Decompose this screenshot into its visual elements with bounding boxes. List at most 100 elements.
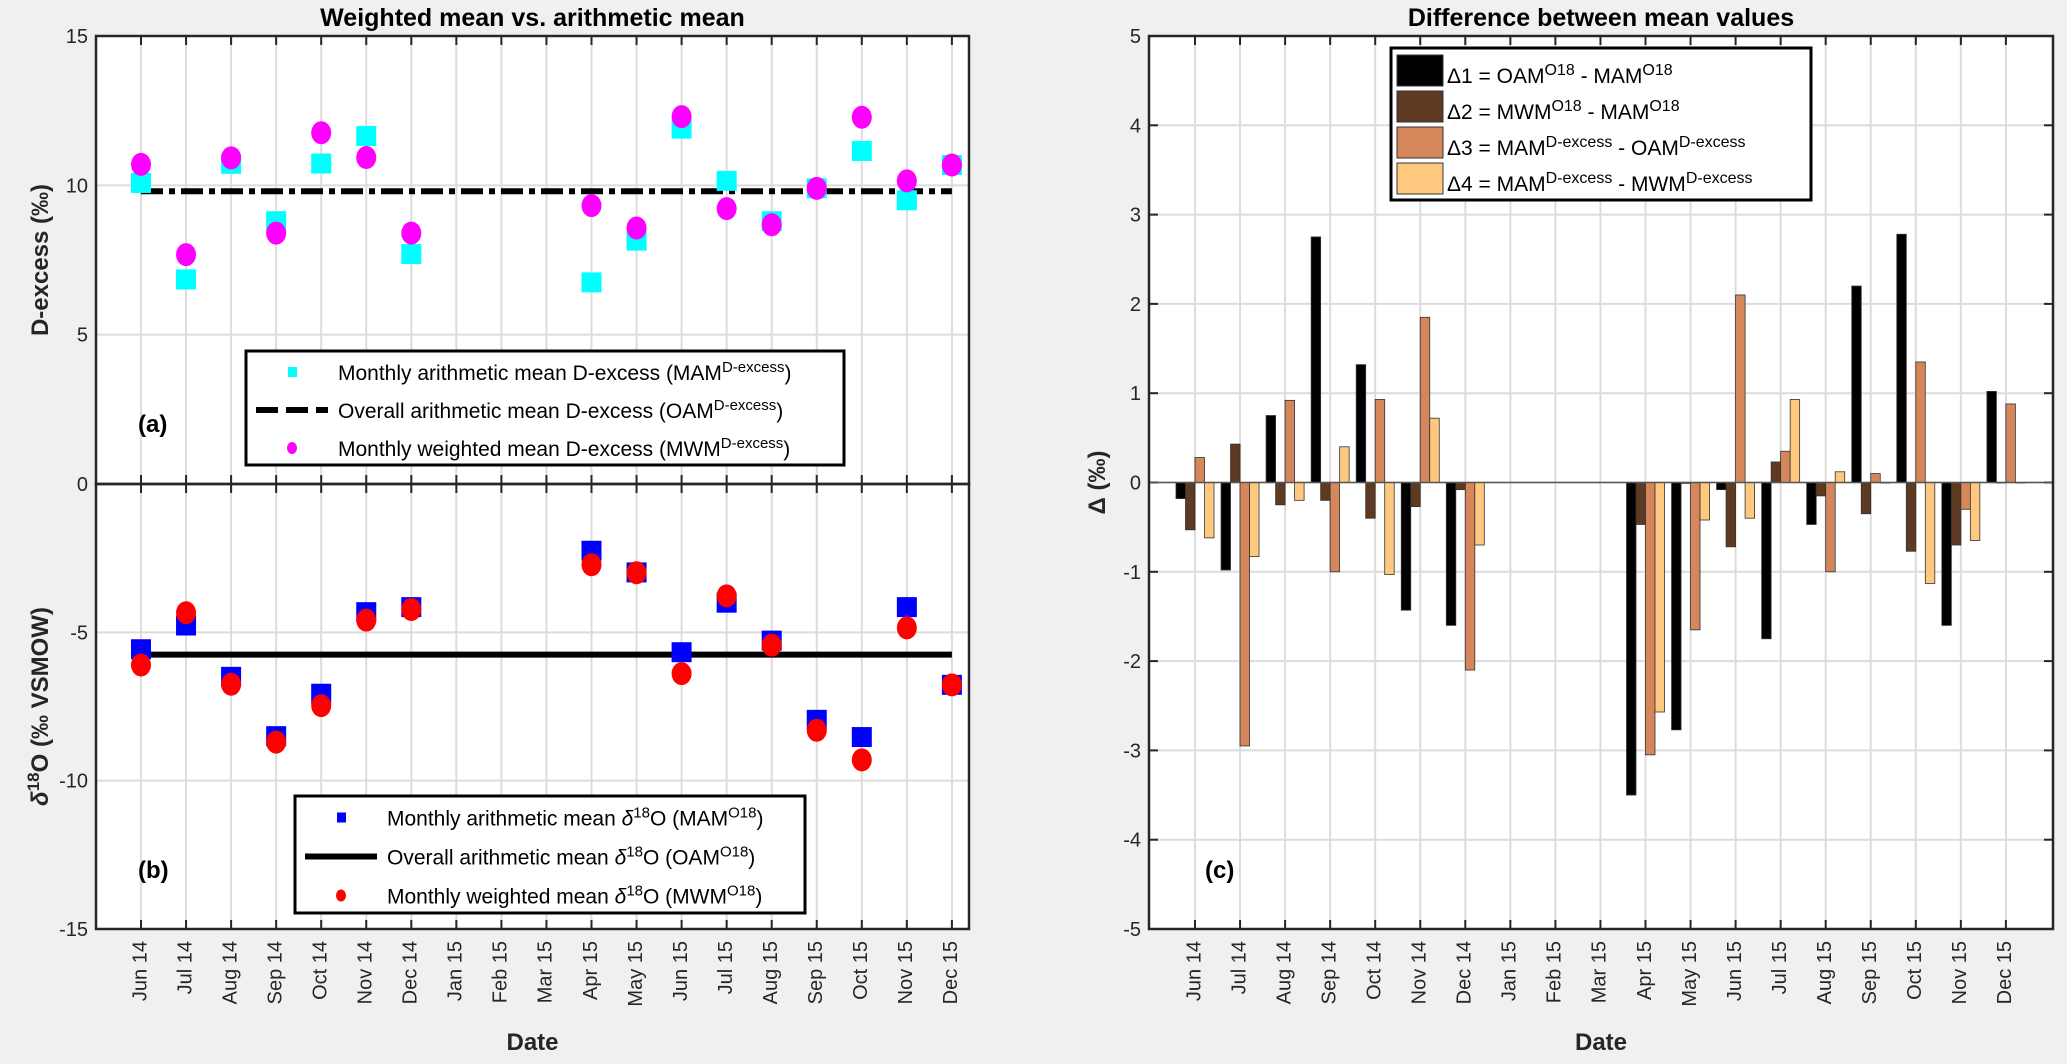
bar-delta1: [1175, 482, 1186, 499]
x-tick-label: Dec 15: [940, 941, 962, 1004]
panel-a-arithmetic-mean-point: [896, 190, 917, 211]
panel-b-arithmetic-mean-point: [896, 597, 917, 618]
bar-delta4: [1969, 482, 1981, 541]
panel-b-arithmetic-mean-point: [131, 639, 151, 660]
x-tick-label: Oct 14: [309, 941, 331, 1000]
legend-square-marker: [288, 367, 297, 377]
panel-a-arithmetic-mean-point: [581, 272, 602, 293]
x-tick-label: Aug 14: [219, 941, 241, 1004]
panel-b-x-axis-label: Date: [506, 1029, 558, 1056]
bar-delta3: [1329, 482, 1341, 573]
x-tick-label: Dec 14: [400, 941, 422, 1004]
bar-delta2: [1860, 482, 1872, 515]
x-tick-label: Dec 14: [1454, 941, 1476, 1004]
bar-delta1: [1355, 364, 1367, 483]
bar-delta3: [1194, 457, 1205, 483]
bar-delta1: [1310, 236, 1322, 483]
panel-b-weighted-mean-point: [581, 553, 602, 577]
x-tick-label: Jun 15: [670, 941, 692, 1001]
bar-delta3: [1960, 482, 1971, 510]
bar-delta2: [1725, 482, 1736, 548]
bar-delta3: [1735, 294, 1746, 483]
bar-delta2: [1230, 443, 1241, 483]
bar-delta1: [1761, 482, 1772, 640]
x-tick-label: Jun 14: [1183, 941, 1205, 1001]
x-tick-label: Feb 15: [490, 941, 512, 1003]
panel-a-weighted-mean-point: [851, 105, 872, 129]
bar-delta2: [1770, 461, 1782, 483]
x-tick-label: Dec 15: [1994, 941, 2016, 1004]
panel-a-weighted-mean-point: [896, 169, 917, 193]
panel-a-arithmetic-mean-point: [311, 153, 332, 174]
y-tick-label: 0: [77, 474, 88, 496]
x-tick-label: Oct 15: [1904, 941, 1926, 1000]
panel-b-weighted-mean-point: [626, 561, 647, 585]
bar-delta2: [1815, 482, 1827, 497]
x-tick-label: Jan 15: [1499, 941, 1521, 1001]
panel-a-weighted-mean-point: [311, 121, 332, 145]
bar-delta1: [1220, 482, 1231, 571]
bar-delta2: [1905, 482, 1917, 552]
panel-b-weighted-mean-point: [761, 633, 782, 657]
panel-b-weighted-mean-point: [221, 672, 242, 696]
legend-circle-marker: [287, 442, 297, 454]
bar-delta4: [1789, 399, 1801, 483]
bar-delta2: [1455, 482, 1466, 491]
x-tick-label: Nov 14: [1409, 941, 1431, 1004]
panel-b-frame: [94, 482, 971, 931]
panel-b-weighted-mean-point: [311, 694, 332, 718]
legend-label: Δ1 = OAMO18 - MAMO18: [1447, 62, 1673, 89]
y-tick-label: -4: [1123, 830, 1141, 852]
y-tick-label: -15: [59, 919, 88, 941]
legend-swatch: [1396, 90, 1444, 123]
x-tick-label: Jan 15: [445, 941, 467, 1001]
x-tick-label: Sep 14: [1318, 941, 1340, 1004]
bar-delta3: [2005, 403, 2016, 483]
x-tick-label: Nov 15: [1949, 941, 1971, 1004]
bar-delta3: [1780, 450, 1791, 483]
bar-delta1: [1851, 285, 1862, 483]
panel-a-arithmetic-mean-point: [131, 172, 151, 193]
panel-a-weighted-mean-point: [806, 176, 827, 200]
panel-c-y-axis-label: Δ (‰): [1084, 451, 1111, 515]
panel-label-b: (b): [138, 857, 169, 884]
panel-label-c: (c): [1205, 857, 1234, 884]
bar-delta4: [1654, 482, 1665, 713]
x-tick-label: Mar 15: [1589, 941, 1611, 1003]
panel-a-weighted-mean-point: [581, 194, 602, 218]
bar-delta4: [1834, 471, 1846, 483]
legend-label: Overall arithmetic mean δ18O (OAMO18): [387, 843, 755, 870]
x-tick-label: Sep 14: [264, 941, 286, 1004]
bar-delta3: [1690, 482, 1701, 631]
x-tick-label: Jul 15: [715, 941, 737, 994]
x-tick-label: Oct 14: [1363, 941, 1385, 1000]
panel-b-arithmetic-mean-point: [851, 727, 872, 748]
panel-b-legend-box: [293, 794, 807, 915]
bar-delta2: [1320, 482, 1331, 501]
panel-a-arithmetic-mean-point: [851, 140, 872, 161]
panel-a-legend-box: [244, 349, 846, 467]
bar-delta3: [1374, 399, 1386, 483]
bar-delta4: [1744, 482, 1755, 519]
bar-delta2: [1275, 482, 1286, 506]
x-tick-label: Sep 15: [805, 941, 827, 1004]
panel-a-arithmetic-mean-point: [176, 269, 197, 290]
x-tick-label: Feb 15: [1544, 941, 1566, 1003]
x-tick-label: Jul 15: [1769, 941, 1791, 994]
bar-delta1: [1445, 482, 1457, 626]
panel-c-title: Difference between mean values: [1408, 4, 1794, 32]
y-tick-label: 10: [66, 175, 88, 197]
legend-label: Δ4 = MAMD-excess - MWMD-excess: [1447, 170, 1753, 197]
x-tick-label: Mar 15: [535, 941, 557, 1003]
x-tick-label: Jun 15: [1724, 941, 1746, 1001]
panel-b-weighted-mean-point: [716, 584, 737, 608]
y-tick-label: -5: [70, 622, 88, 644]
bar-delta3: [1915, 361, 1926, 483]
y-tick-label: 5: [1130, 26, 1141, 48]
bar-delta3: [1464, 482, 1476, 671]
panel-a-weighted-mean-point: [221, 146, 242, 170]
panel-a-arithmetic-mean-point: [716, 170, 737, 191]
panel-a-weighted-mean-point: [401, 221, 422, 245]
x-tick-label: Apr 15: [1634, 941, 1656, 1000]
panel-c-legend-box: [1389, 46, 1813, 202]
